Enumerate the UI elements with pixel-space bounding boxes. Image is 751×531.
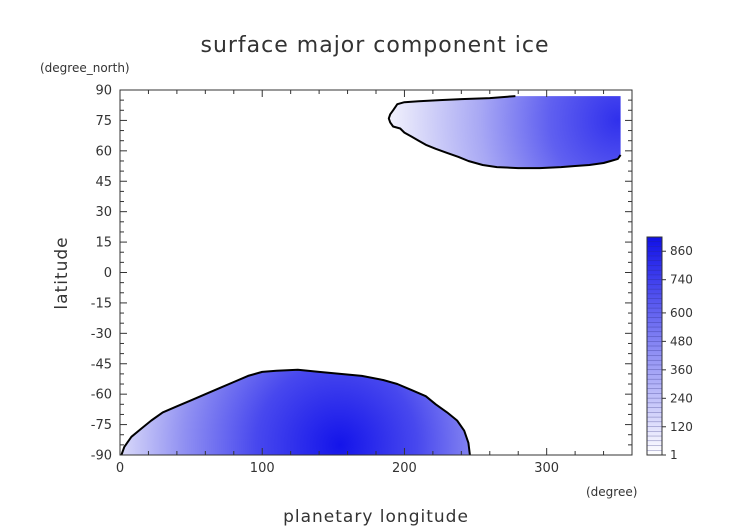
y-tick-label: -15 xyxy=(91,296,112,311)
plot-fills xyxy=(121,96,621,455)
y-tick-label: -75 xyxy=(91,418,112,433)
colorbar-tick-label: 860 xyxy=(670,244,693,258)
colorbar-tick-label: 240 xyxy=(670,391,693,405)
x-axis-label: planetary longitude xyxy=(283,507,469,527)
region-fill-north xyxy=(388,96,621,169)
colorbar-tick-label: 740 xyxy=(670,273,693,287)
colorbar: 860 740 600 480 360 240 120 1 xyxy=(646,236,693,462)
colorbar-tick-label: 480 xyxy=(670,334,693,348)
y-tick-label: 90 xyxy=(95,84,112,99)
x-tick-label: 100 xyxy=(250,461,275,476)
region-contour-north xyxy=(387,95,622,170)
region-contour-south xyxy=(120,368,471,456)
y-tick-label: 0 xyxy=(104,266,112,281)
plot-contours xyxy=(120,95,622,456)
y-axis-unit: (degree_north) xyxy=(40,61,130,75)
x-tick-label: 200 xyxy=(392,461,417,476)
colorbar-tick-label: 360 xyxy=(670,363,693,377)
y-tick-label: 30 xyxy=(95,205,112,220)
x-axis-unit: (degree) xyxy=(586,485,637,499)
region-fill-south xyxy=(121,369,470,455)
x-ticks: 0 100 200 300 xyxy=(116,90,633,476)
y-tick-label: -30 xyxy=(91,327,112,342)
y-tick-label: -90 xyxy=(91,449,112,464)
chart-title: surface major component ice xyxy=(200,33,549,58)
colorbar-tick-label: 120 xyxy=(670,420,693,434)
y-tick-label: 60 xyxy=(95,144,112,159)
x-tick-label: 0 xyxy=(116,461,124,476)
y-tick-label: 45 xyxy=(95,175,112,190)
y-ticks: 90 75 60 45 30 15 0 -15 -30 -45 -60 -75 -90 xyxy=(91,84,632,464)
colorbar-tick-label: 600 xyxy=(670,306,693,320)
x-tick-label: 300 xyxy=(534,461,559,476)
y-tick-label: -60 xyxy=(91,388,112,403)
y-tick-label: 75 xyxy=(95,114,112,129)
y-tick-label: 15 xyxy=(95,236,112,251)
y-tick-label: -45 xyxy=(91,357,112,372)
colorbar-tick-label: 1 xyxy=(670,448,678,462)
y-axis-label: latitude xyxy=(52,236,72,309)
